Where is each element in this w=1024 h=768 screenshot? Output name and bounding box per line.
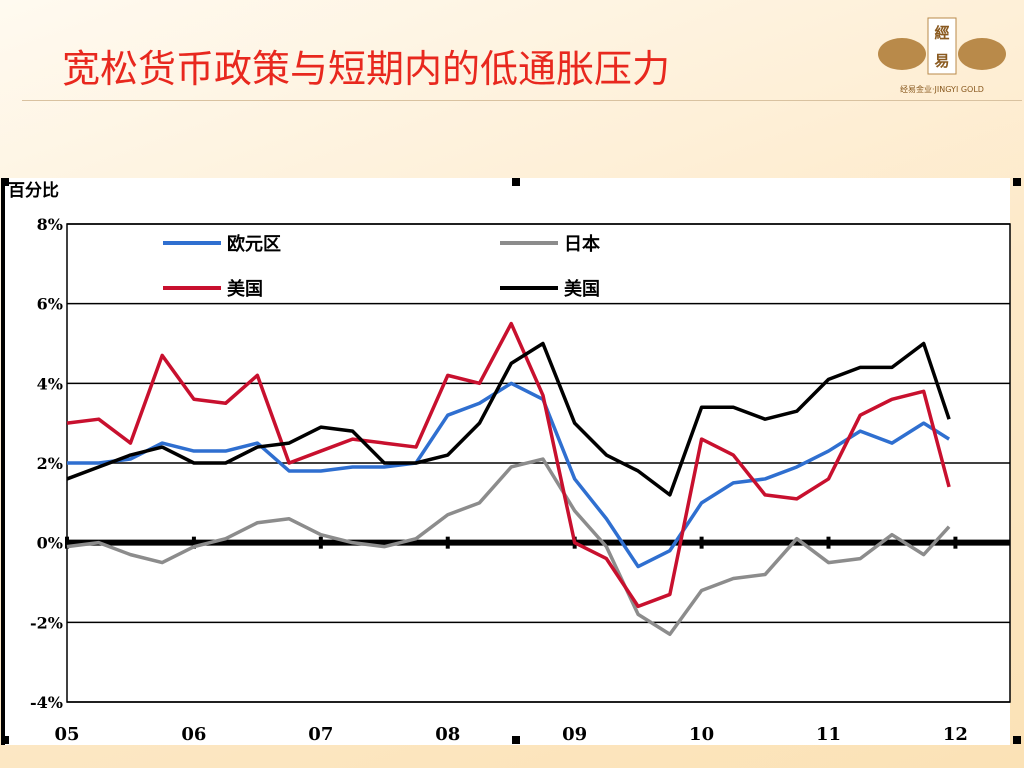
y-tick-label: 0% xyxy=(37,534,63,553)
logo-mark: 經 xyxy=(934,24,949,42)
selection-handle xyxy=(1013,178,1021,186)
x-tick-label: 08 xyxy=(435,724,460,745)
selection-handle xyxy=(1013,736,1021,744)
x-tick-label: 05 xyxy=(54,724,79,745)
chart-edge xyxy=(1,178,5,745)
selection-handle xyxy=(512,736,520,744)
selection-handle xyxy=(1,736,9,744)
legend-label: 美国 xyxy=(227,278,263,300)
series-line xyxy=(66,341,951,497)
series-line xyxy=(66,457,951,637)
y-tick-label: 6% xyxy=(37,295,63,314)
logo-seal xyxy=(927,17,957,75)
selection-handle xyxy=(512,178,520,186)
chart-background xyxy=(5,178,1010,745)
y-axis-title: 百分比 xyxy=(8,180,59,201)
legend-label: 美国 xyxy=(564,278,600,300)
x-tick-label: 10 xyxy=(689,724,714,745)
y-tick-label: 2% xyxy=(37,454,63,473)
logo-bull xyxy=(958,38,1006,70)
y-tick-label: 8% xyxy=(37,215,63,234)
series-line xyxy=(67,381,951,569)
x-tick-label: 07 xyxy=(308,724,333,745)
x-tick-label: 09 xyxy=(562,724,587,745)
legend-label: 欧元区 xyxy=(227,233,281,255)
slide-title: 宽松货币政策与短期内的低通胀压力 xyxy=(62,47,671,91)
y-tick-label: 4% xyxy=(37,374,63,393)
y-tick-label: -4% xyxy=(30,693,63,712)
logo-bull xyxy=(878,38,926,70)
x-tick-label: 11 xyxy=(816,724,841,745)
x-tick-label: 06 xyxy=(181,724,206,745)
title-rule xyxy=(22,100,1022,101)
y-tick-label: -2% xyxy=(30,613,63,632)
legend-label: 日本 xyxy=(564,233,600,255)
x-tick-label: 12 xyxy=(943,724,968,745)
logo-caption: 经易金业·JINGYI GOLD xyxy=(900,84,984,94)
logo-mark: 易 xyxy=(934,52,949,70)
series-line xyxy=(66,321,951,609)
logo: 經 易 经易金业·JINGYI GOLD xyxy=(878,17,1006,94)
selection-handle xyxy=(1,178,9,186)
